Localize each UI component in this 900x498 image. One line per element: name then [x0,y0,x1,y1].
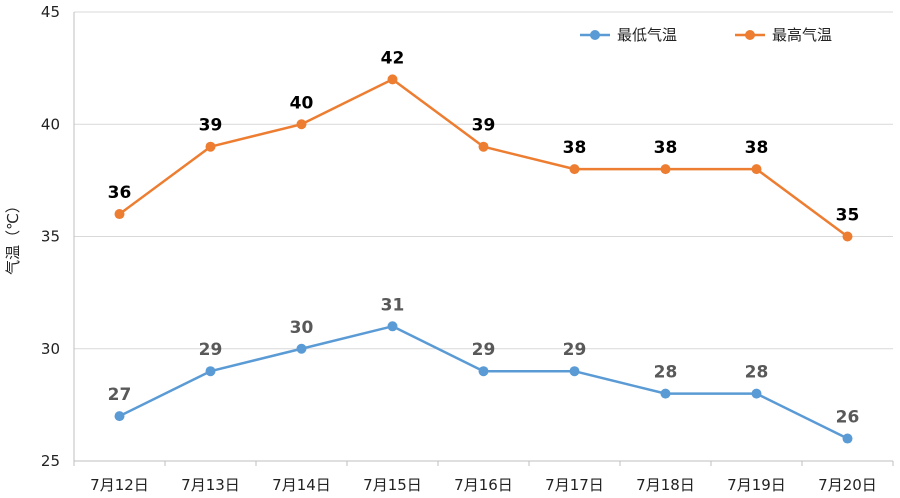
data-label: 31 [381,295,405,315]
data-point [660,388,671,399]
data-label: 29 [472,340,496,360]
data-point [569,164,580,175]
data-label: 28 [654,363,678,383]
data-label: 29 [199,340,223,360]
y-axis-title: 气温（℃） [4,198,22,275]
data-label: 29 [563,340,587,360]
data-point [387,74,398,85]
y-tick-label: 45 [41,3,60,21]
legend-marker [745,30,755,40]
data-point [751,388,762,399]
data-label: 38 [563,138,587,158]
y-tick-label: 25 [41,452,60,470]
data-label: 39 [472,116,496,136]
x-tick-label: 7月17日 [545,476,604,494]
grid-lines [74,11,893,350]
data-label: 30 [290,318,314,338]
x-tick-label: 7月16日 [454,476,513,494]
data-point [296,343,307,354]
data-label: 36 [108,183,132,203]
y-tick-label: 35 [41,228,60,246]
data-point [842,231,853,242]
x-tick-label: 7月14日 [272,476,331,494]
data-label: 38 [745,138,769,158]
legend-label: 最低气温 [617,26,677,44]
y-tick-label: 40 [41,115,60,133]
data-point [114,411,125,422]
data-point [387,321,398,332]
data-labels: 27 29 30 31 29 29 28 28 26 36 39 40 42 39 38 38 38 35 [108,48,860,427]
data-point [114,209,125,220]
data-label: 42 [381,48,405,68]
data-label: 26 [836,408,860,428]
x-tick-label: 7月13日 [181,476,240,494]
series-layer [114,74,853,444]
x-tick-label: 7月15日 [363,476,422,494]
data-point [205,141,216,152]
data-point [660,164,671,175]
data-point [478,141,489,152]
data-label: 27 [108,385,132,405]
legend: 最低气温 最高气温 [580,26,832,44]
data-label: 39 [199,116,223,136]
data-point [478,366,489,377]
series-line [118,78,849,238]
x-tick-label: 7月20日 [818,476,877,494]
data-point [205,366,216,377]
data-point [751,164,762,175]
x-tick-label: 7月19日 [727,476,786,494]
data-label: 35 [836,206,860,226]
x-tick-label: 7月18日 [636,476,695,494]
y-tick-label: 30 [41,340,60,358]
legend-marker [590,30,600,40]
legend-label: 最高气温 [772,26,832,44]
data-point [296,119,307,130]
data-label: 40 [290,93,314,113]
data-label: 38 [654,138,678,158]
axes: 25 30 35 40 45 7月12日 7月13日 7月14日 7月15日 7月16日 7月17日… [41,3,894,494]
x-tick-label: 7月12日 [90,476,149,494]
data-point [842,433,853,444]
data-label: 28 [745,363,769,383]
data-point [569,366,580,377]
